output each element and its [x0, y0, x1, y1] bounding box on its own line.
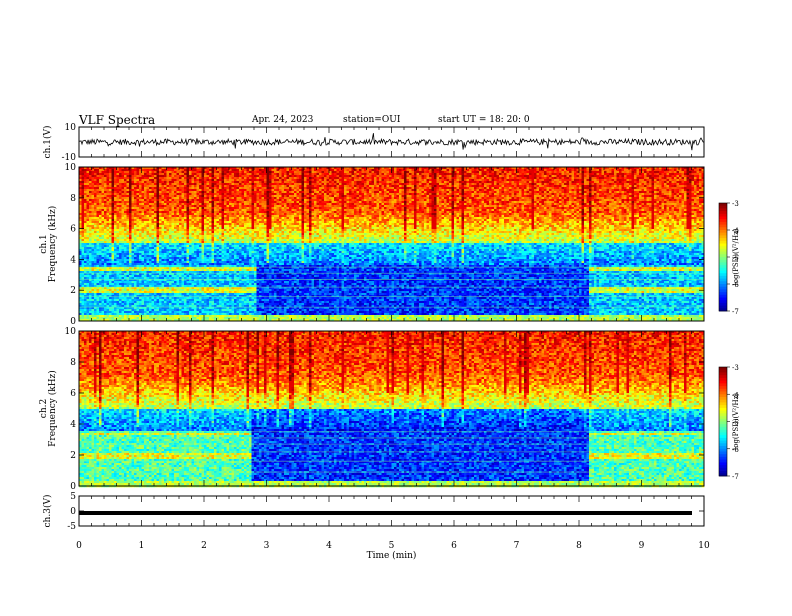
time-axis-tick-4: 4 [326, 541, 332, 551]
ch1-spectrogram-colorbar [719, 203, 727, 311]
time-axis-tick-0: 0 [76, 541, 82, 551]
time-axis-tick-2: 2 [201, 541, 207, 551]
ch2-spectrogram-ytick-1: 2 [70, 451, 76, 461]
ch2-spectrogram-colorbar [719, 367, 727, 476]
ch1-spectrogram-ytick-3: 6 [70, 225, 76, 235]
ch1-waveform-line [79, 133, 704, 150]
ch1-waveform-ytick-1: -10 [62, 153, 77, 163]
ch1-spectrogram-ytick-5: 10 [65, 163, 77, 173]
ch2-spectrogram-colorbar-tick-4: -7 [732, 473, 739, 481]
ch2-spectrogram-ytick-0: 0 [70, 482, 76, 492]
time-axis-label: Time (min) [367, 550, 417, 561]
ch1-spectrogram-colorbar-label: log(PSD)(V²/Hz) [732, 228, 740, 285]
ch3-waveform-ylabel: ch.3(V) [42, 495, 53, 528]
ch1-waveform-ytick-0: 10 [65, 123, 77, 133]
ch1-spectrogram-heatmap [79, 167, 704, 321]
ch2-spectrogram-heatmap [79, 331, 704, 487]
ch2-spectrogram-ytick-5: 10 [65, 327, 77, 337]
ch1-spectrogram-ytick-0: 0 [70, 317, 76, 327]
ch2-spectrogram-colorbar-tick-0: -3 [732, 364, 739, 372]
ch1-waveform-ylabel: ch.1(V) [42, 126, 53, 159]
ch3-waveform-ytick-1: 0 [70, 507, 76, 517]
time-axis-tick-9: 9 [639, 541, 645, 551]
time-axis-tick-7: 7 [514, 541, 520, 551]
time-axis-tick-8: 8 [576, 541, 582, 551]
figure-title: VLF Spectra [79, 113, 155, 127]
station-name: station=OUI [343, 115, 400, 125]
ch2-spectrogram-ytick-4: 8 [70, 358, 76, 368]
time-axis-tick-10: 10 [698, 541, 710, 551]
ch1-spectrogram-ytick-2: 4 [70, 255, 76, 265]
ch2-spectrogram-colorbar-label: log(PSD)(V²/Hz) [732, 393, 740, 450]
observation-date: Apr. 24, 2023 [252, 115, 313, 125]
time-axis-tick-5: 5 [389, 541, 395, 551]
ch2-spectrogram-ylabel-1: Frequency (kHz) [47, 370, 58, 447]
time-axis-tick-6: 6 [451, 541, 457, 551]
ch1-spectrogram-ytick-1: 2 [70, 286, 76, 296]
ch3-waveform-ytick-2: -5 [67, 522, 76, 532]
ch2-spectrogram-ytick-3: 6 [70, 389, 76, 399]
time-axis-tick-1: 1 [139, 541, 145, 551]
time-axis-tick-3: 3 [264, 541, 270, 551]
ch2-spectrogram-ytick-2: 4 [70, 420, 76, 430]
ch1-spectrogram-ytick-4: 8 [70, 194, 76, 204]
ch1-spectrogram-ylabel-1: Frequency (kHz) [47, 206, 58, 283]
ch3-waveform-ytick-0: 5 [70, 492, 76, 502]
start-time: start UT = 18: 20: 0 [438, 115, 530, 125]
ch1-spectrogram-colorbar-tick-0: -3 [732, 200, 739, 208]
ch1-spectrogram-colorbar-tick-4: -7 [732, 308, 739, 316]
